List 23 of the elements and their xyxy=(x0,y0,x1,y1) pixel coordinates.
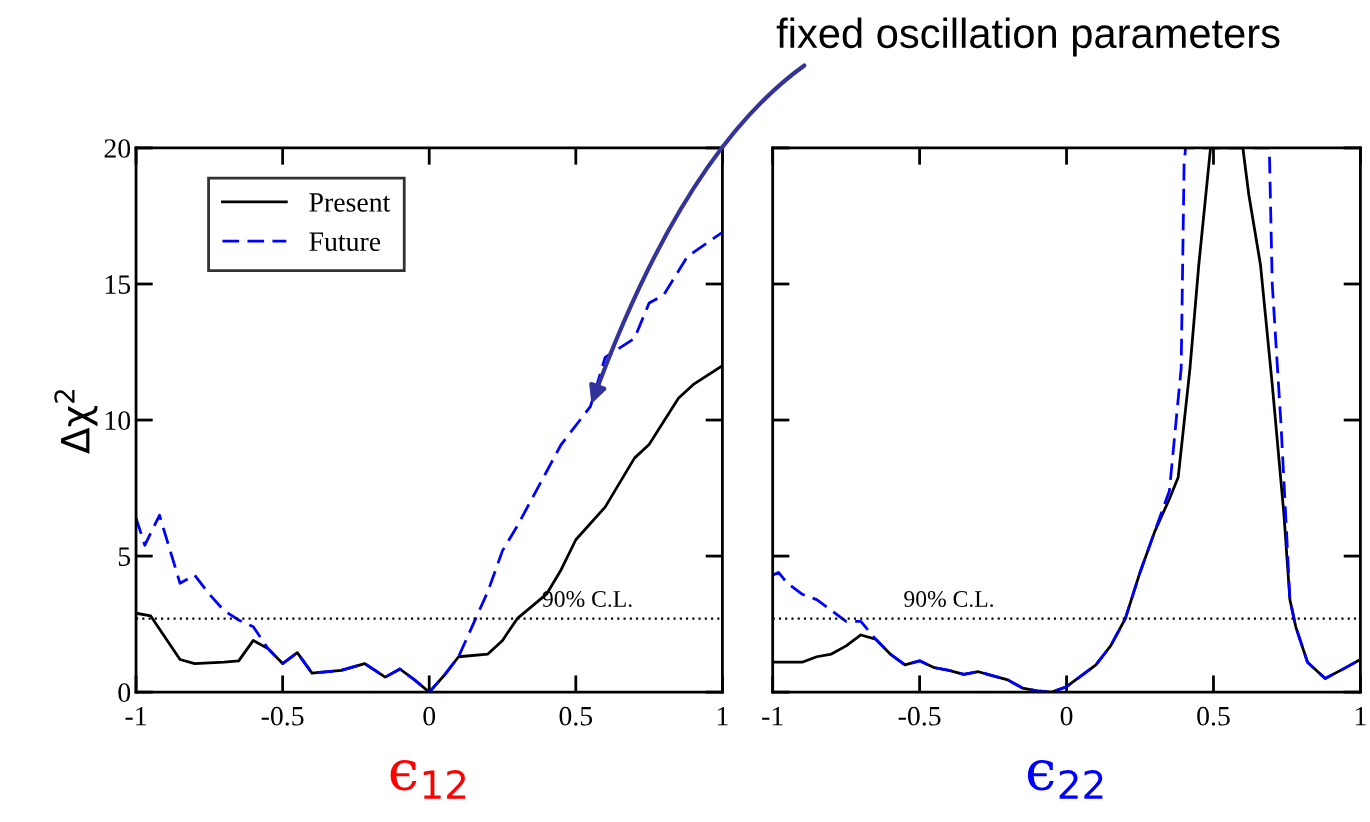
x-tick-label: -1 xyxy=(762,706,783,726)
x-tick-label: 0.5 xyxy=(559,706,593,726)
x-tick-label: -0.5 xyxy=(261,706,304,726)
y-axis-title: Δχ$^{2}$ xyxy=(54,390,98,454)
x-tick-label: 1 xyxy=(717,706,728,726)
x-axis-title: ϵ$_{12}$ xyxy=(390,760,466,799)
x-tick-label: -1 xyxy=(125,706,146,726)
y-tick-label: 15 xyxy=(105,275,131,294)
ref-line-label: 90% C.L. xyxy=(542,590,632,608)
x-tick-label: 1 xyxy=(1355,706,1366,726)
x-tick-label: 0 xyxy=(423,706,436,726)
y-tick-label: 0 xyxy=(118,683,131,703)
ref-line-label: 90% C.L. xyxy=(904,590,994,608)
y-tick-label: 20 xyxy=(104,139,131,158)
y-tick-label: 5 xyxy=(118,547,131,566)
legend-label: Future xyxy=(309,232,381,252)
x-tick-label: 0.5 xyxy=(1197,706,1230,726)
y-tick-label: 10 xyxy=(105,411,131,430)
annotation: fixed oscillation parameters xyxy=(776,17,1280,57)
x-axis-title: ϵ$_{22}$ xyxy=(1027,760,1103,799)
x-tick-label: -0.5 xyxy=(898,706,941,726)
legend-label: Present xyxy=(309,193,391,212)
x-tick-label: 0 xyxy=(1060,706,1073,726)
